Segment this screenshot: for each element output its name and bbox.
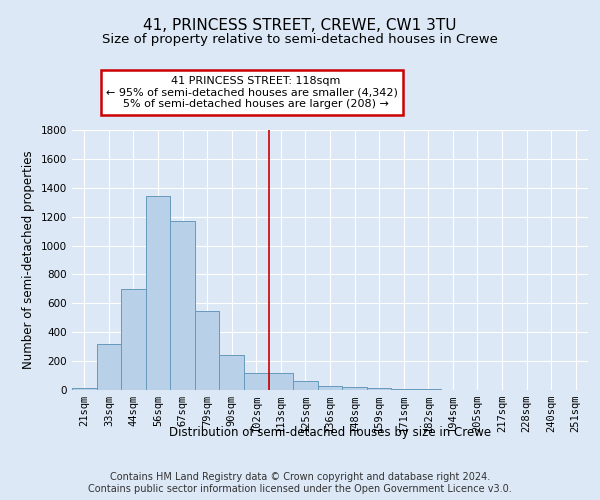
Bar — [342, 387, 367, 390]
Bar — [170, 221, 195, 390]
Text: 41, PRINCESS STREET, CREWE, CW1 3TU: 41, PRINCESS STREET, CREWE, CW1 3TU — [143, 18, 457, 32]
Bar — [293, 382, 318, 390]
Y-axis label: Number of semi-detached properties: Number of semi-detached properties — [22, 150, 35, 370]
Bar — [367, 388, 391, 390]
Text: Distribution of semi-detached houses by size in Crewe: Distribution of semi-detached houses by … — [169, 426, 491, 439]
Bar — [391, 389, 416, 390]
Bar — [220, 356, 244, 390]
Bar — [244, 374, 269, 390]
Text: Size of property relative to semi-detached houses in Crewe: Size of property relative to semi-detach… — [102, 32, 498, 46]
Bar — [72, 388, 97, 390]
Bar — [318, 386, 342, 390]
Text: Contains HM Land Registry data © Crown copyright and database right 2024.
Contai: Contains HM Land Registry data © Crown c… — [88, 472, 512, 494]
Bar — [146, 196, 170, 390]
Bar — [121, 289, 146, 390]
Bar — [195, 310, 220, 390]
Bar — [269, 374, 293, 390]
Bar — [97, 344, 121, 390]
Text: 41 PRINCESS STREET: 118sqm
← 95% of semi-detached houses are smaller (4,342)
  5: 41 PRINCESS STREET: 118sqm ← 95% of semi… — [106, 76, 398, 109]
